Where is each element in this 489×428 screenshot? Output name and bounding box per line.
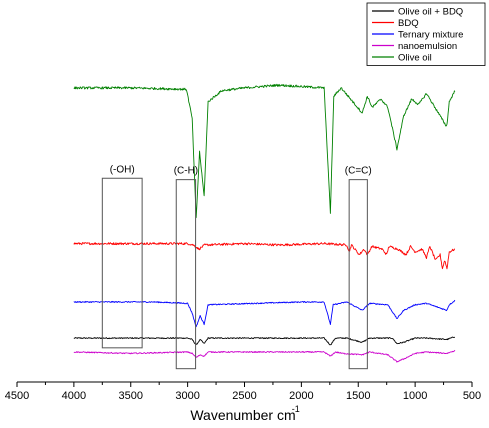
x-tick-label-4000: 4000 [62,390,86,402]
series-line-olive-oil-bdq [73,336,456,346]
legend-item-2: Ternary mixture [398,30,463,41]
plot-layer: (-OH) (C-H) (C=C) 4500 4000 3500 3000 2500 2000 1… [5,2,486,423]
legend-item-0: Olive oil + BDQ [398,7,463,18]
x-tick-label-1000: 1000 [403,390,427,402]
annotation-box-1 [175,179,197,370]
annotation-label-2: (C=C) [345,166,372,177]
series-line-bdq [73,242,456,270]
annotation-box-0 [101,177,143,349]
series-line-nanoemulsion [73,349,456,363]
x-tick-label-2500: 2500 [232,390,256,402]
series-line-ternary-mixture [73,299,456,328]
x-tick-label-3500: 3500 [119,390,143,402]
annotation-box-2 [348,179,368,370]
legend-item-1: BDQ [398,18,419,29]
legend-item-3: nanoemulsion [398,41,457,52]
annotation-label-0: (-OH) [110,164,135,175]
x-tick-label-4500: 4500 [5,390,29,402]
x-axis-label: Wavenumber cm [190,407,295,423]
annotation-label-1: (C-H) [174,166,198,177]
x-tick-label-1500: 1500 [346,390,370,402]
x-tick-label-3000: 3000 [175,390,199,402]
series-line-olive-oil [73,83,456,219]
legend-item-4: Olive oil [398,53,432,64]
x-tick-label-2000: 2000 [289,390,313,402]
x-tick-label-500: 500 [463,390,481,402]
x-axis-label-superscript: -1 [292,404,300,414]
